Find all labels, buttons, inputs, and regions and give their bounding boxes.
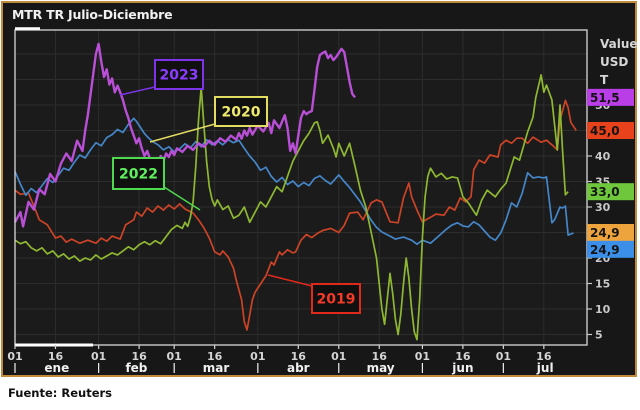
x-tick-label: 16	[131, 350, 147, 363]
x-tick-label: 01	[415, 350, 430, 363]
axis-badge	[587, 122, 634, 139]
value-axis-header: Value USD T	[600, 35, 638, 89]
axis-badge-value: 51,5	[590, 91, 620, 105]
x-tick-label: 01	[331, 350, 346, 363]
callout-text-2022: 2022	[119, 167, 158, 183]
x-tick-label: 16	[291, 350, 307, 363]
callout-box-2023[interactable]	[154, 59, 204, 90]
axis-badges: 51,5 45,0 33,0 24,9 24,9	[587, 88, 634, 258]
y-tick-label: 40	[595, 150, 611, 163]
month-label: jun	[451, 361, 473, 375]
x-tick-label: 01	[7, 350, 22, 363]
month-label: abr	[287, 361, 310, 375]
callout-pointer-2023	[119, 86, 156, 96]
axis-badge-value: 24,9	[590, 226, 620, 240]
axis-badge-value: 24,9	[590, 243, 620, 257]
callout-box-2019[interactable]	[311, 283, 361, 314]
month-label: may	[367, 361, 395, 375]
callout-text-2020: 2020	[222, 105, 261, 121]
value-axis-header-line: USD	[600, 55, 629, 69]
x-tick-label: 01	[250, 350, 265, 363]
series-line-unlabeled-blue	[14, 117, 574, 246]
axis-badge	[587, 88, 634, 106]
series-lines	[13, 42, 577, 341]
chart-window: MTR TR Julio-Diciembre 2023 2020 2022 2019 5…	[1, 1, 638, 377]
axis-badge	[587, 240, 634, 258]
axis-badge	[587, 183, 634, 201]
series-line-2022	[14, 74, 569, 341]
x-tick-label: 16	[207, 350, 223, 363]
x-tick-label: 16	[48, 350, 64, 363]
x-tick-label: 16	[536, 350, 552, 363]
month-label: mar	[203, 361, 230, 375]
series-line-2019	[14, 99, 577, 331]
x-tick-label: 16	[455, 350, 471, 363]
price-chart[interactable]: 202320202022201951015202530354045500116e…	[3, 3, 635, 375]
y-tick-label: 5	[595, 329, 603, 342]
callout-text-2023: 2023	[160, 68, 199, 84]
source-caption: Fuente: Reuters	[8, 386, 113, 400]
x-tick-label: 01	[496, 350, 511, 363]
callout-box-2020[interactable]	[214, 96, 268, 127]
x-tick-label: 01	[167, 350, 182, 363]
callout-box-2022[interactable]	[112, 157, 165, 190]
y-tick-label: 30	[595, 201, 611, 214]
callout-pointer-2019	[267, 274, 313, 287]
callout-pointer-2022	[163, 186, 201, 211]
y-tick-label: 15	[595, 278, 610, 291]
callout-text-2019: 2019	[317, 292, 356, 308]
y-tick-label: 10	[595, 303, 611, 316]
series-line-2023	[13, 42, 356, 228]
axis-badge	[587, 224, 634, 241]
callout-labels: 2023 2020 2022 2019	[112, 59, 361, 314]
month-label: feb	[125, 361, 147, 375]
x-tick-label: 16	[372, 350, 388, 363]
value-axis-header-line: T	[600, 73, 609, 87]
callout-pointer-2020	[149, 123, 216, 143]
value-axis-header-line: Value	[600, 37, 638, 51]
axis-badge-value: 45,0	[590, 124, 620, 138]
chart-title: MTR TR Julio-Diciembre	[12, 7, 173, 22]
month-label: ene	[44, 361, 69, 375]
x-tick-label: 01	[91, 350, 106, 363]
month-label: jul	[536, 361, 554, 375]
axis-badge-value: 33,0	[590, 185, 620, 199]
